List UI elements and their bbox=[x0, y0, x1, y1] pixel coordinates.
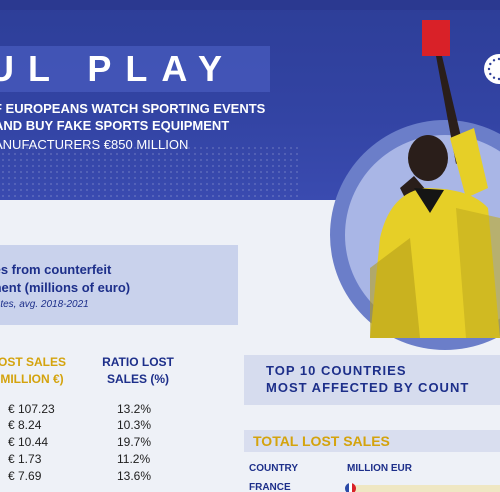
country-label: FRANCE bbox=[249, 482, 291, 492]
country-value-bar bbox=[352, 485, 500, 492]
header-band bbox=[0, 0, 500, 200]
ratio-cell: 11.2% bbox=[117, 452, 151, 466]
info-panel-title-line-2: ment (millions of euro) bbox=[0, 280, 131, 295]
total-lost-sales-title: TOTAL LOST SALES bbox=[253, 433, 390, 449]
top10-title-line-2: MOST AFFECTED BY COUNT bbox=[266, 380, 470, 395]
country-column-header: COUNTRY bbox=[249, 463, 299, 474]
lost-sales-cell: € 10.44 bbox=[8, 435, 49, 449]
page-title: UL PLAY bbox=[0, 48, 237, 89]
ratio-cell: 13.2% bbox=[117, 402, 152, 416]
lost-sales-cell: € 1.73 bbox=[8, 452, 42, 466]
header-top-edge bbox=[0, 0, 500, 10]
red-card-icon bbox=[422, 20, 450, 56]
ratio-header-line-2: SALES (%) bbox=[106, 372, 169, 386]
total-lost-sales-bar bbox=[244, 430, 500, 452]
subtitle-line-1: F EUROPEANS WATCH SPORTING EVENTS bbox=[0, 101, 266, 116]
lost-sales-header-line-2: MILLION €) bbox=[0, 372, 64, 386]
dot-pattern bbox=[0, 145, 300, 200]
ratio-cell: 13.6% bbox=[117, 469, 152, 483]
million-eur-column-header: MILLION EUR bbox=[347, 463, 412, 474]
top10-title-line-1: TOP 10 COUNTRIES bbox=[266, 363, 407, 378]
info-panel-note: tates, avg. 2018-2021 bbox=[0, 299, 89, 310]
info-panel bbox=[0, 245, 238, 325]
title-highlight bbox=[0, 46, 270, 92]
subtitle-line-3: ANUFACTURERS €850 MILLION bbox=[0, 137, 189, 152]
france-flag-icon bbox=[345, 483, 356, 492]
lost-sales-cell: € 107.23 bbox=[8, 402, 55, 416]
lost-sales-cell: € 7.69 bbox=[8, 469, 42, 483]
ratio-cell: 19.7% bbox=[117, 435, 152, 449]
info-panel-title-line-1: les from counterfeit bbox=[0, 262, 112, 277]
subtitle-line-2: AND BUY FAKE SPORTS EQUIPMENT bbox=[0, 118, 230, 133]
ratio-header-line-1: RATIO LOST bbox=[102, 355, 174, 369]
ratio-cell: 10.3% bbox=[117, 418, 152, 432]
lost-sales-cell: € 8.24 bbox=[8, 418, 42, 432]
eu-stars-icon bbox=[484, 54, 500, 84]
referee-illustration bbox=[370, 20, 500, 338]
lost-sales-header-line-1: OST SALES bbox=[0, 355, 66, 369]
top10-panel bbox=[244, 355, 500, 405]
